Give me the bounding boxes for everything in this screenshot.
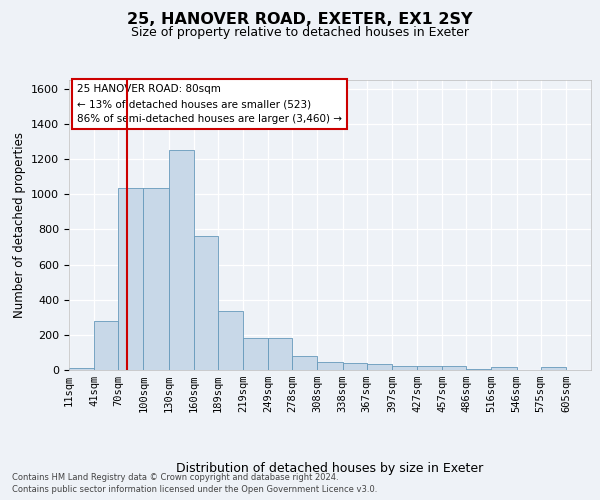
Bar [343, 363, 367, 370]
Bar [194, 236, 218, 370]
Bar [169, 150, 194, 370]
Bar [243, 338, 268, 370]
Bar [118, 188, 143, 370]
Text: Contains public sector information licensed under the Open Government Licence v3: Contains public sector information licen… [12, 485, 377, 494]
Text: Size of property relative to detached houses in Exeter: Size of property relative to detached ho… [131, 26, 469, 39]
X-axis label: Distribution of detached houses by size in Exeter: Distribution of detached houses by size … [176, 462, 484, 475]
Bar [268, 338, 292, 370]
Text: 25 HANOVER ROAD: 80sqm
← 13% of detached houses are smaller (523)
86% of semi-de: 25 HANOVER ROAD: 80sqm ← 13% of detached… [77, 84, 342, 124]
Bar [69, 368, 94, 370]
Bar [392, 366, 417, 370]
Bar [218, 311, 243, 370]
Bar [491, 368, 517, 370]
Bar [292, 356, 317, 370]
Bar [94, 321, 118, 370]
Y-axis label: Number of detached properties: Number of detached properties [13, 132, 26, 318]
Bar [417, 366, 442, 370]
Bar [442, 366, 466, 370]
Bar [317, 362, 343, 370]
Text: Contains HM Land Registry data © Crown copyright and database right 2024.: Contains HM Land Registry data © Crown c… [12, 472, 338, 482]
Bar [541, 368, 566, 370]
Bar [143, 188, 169, 370]
Bar [466, 369, 491, 370]
Text: 25, HANOVER ROAD, EXETER, EX1 2SY: 25, HANOVER ROAD, EXETER, EX1 2SY [127, 12, 473, 28]
Bar [367, 364, 392, 370]
